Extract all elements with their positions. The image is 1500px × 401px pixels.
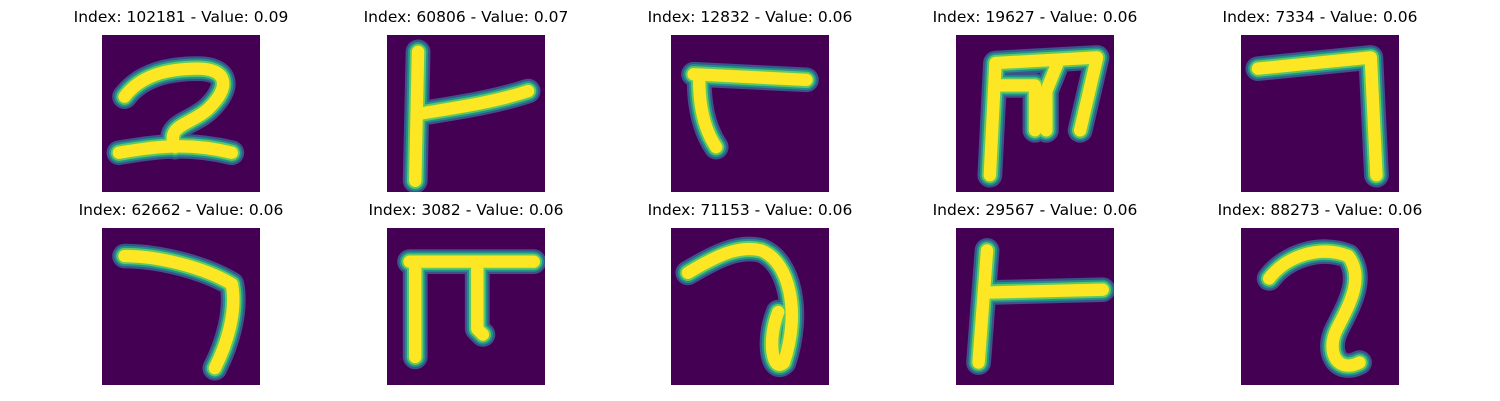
- panel-title: Index: 88273 - Value: 0.06: [1217, 201, 1423, 219]
- panel-title: Index: 29567 - Value: 0.06: [932, 201, 1138, 219]
- panel-title: Index: 102181 - Value: 0.09: [73, 8, 289, 26]
- digit-image: [387, 35, 545, 192]
- panel: Index: 29567 - Value: 0.06: [933, 201, 1137, 401]
- digit-image: [956, 35, 1114, 192]
- digit-image: [671, 228, 829, 385]
- panel-title: Index: 19627 - Value: 0.06: [932, 8, 1138, 26]
- digit-image: [102, 35, 260, 192]
- panel-title: Index: 3082 - Value: 0.06: [368, 201, 564, 219]
- panel: Index: 19627 - Value: 0.06: [933, 8, 1137, 208]
- digit-image: [956, 228, 1114, 385]
- panel: Index: 60806 - Value: 0.07: [364, 8, 568, 208]
- panel-title: Index: 60806 - Value: 0.07: [363, 8, 569, 26]
- digit-image: [387, 228, 545, 385]
- digit-image: [1241, 228, 1399, 385]
- panel: Index: 88273 - Value: 0.06: [1218, 201, 1422, 401]
- panel: Index: 102181 - Value: 0.09: [74, 8, 288, 208]
- panel-title: Index: 62662 - Value: 0.06: [78, 201, 284, 219]
- digit-image: [102, 228, 260, 385]
- panel: Index: 62662 - Value: 0.06: [79, 201, 283, 401]
- panel: Index: 7334 - Value: 0.06: [1223, 8, 1417, 208]
- panel-title: Index: 7334 - Value: 0.06: [1222, 8, 1418, 26]
- panel: Index: 3082 - Value: 0.06: [369, 201, 563, 401]
- digit-image: [1241, 35, 1399, 192]
- panel: Index: 71153 - Value: 0.06: [648, 201, 852, 401]
- panel-title: Index: 71153 - Value: 0.06: [647, 201, 853, 219]
- panel-title: Index: 12832 - Value: 0.06: [647, 8, 853, 26]
- panel: Index: 12832 - Value: 0.06: [648, 8, 852, 208]
- digit-image: [671, 35, 829, 192]
